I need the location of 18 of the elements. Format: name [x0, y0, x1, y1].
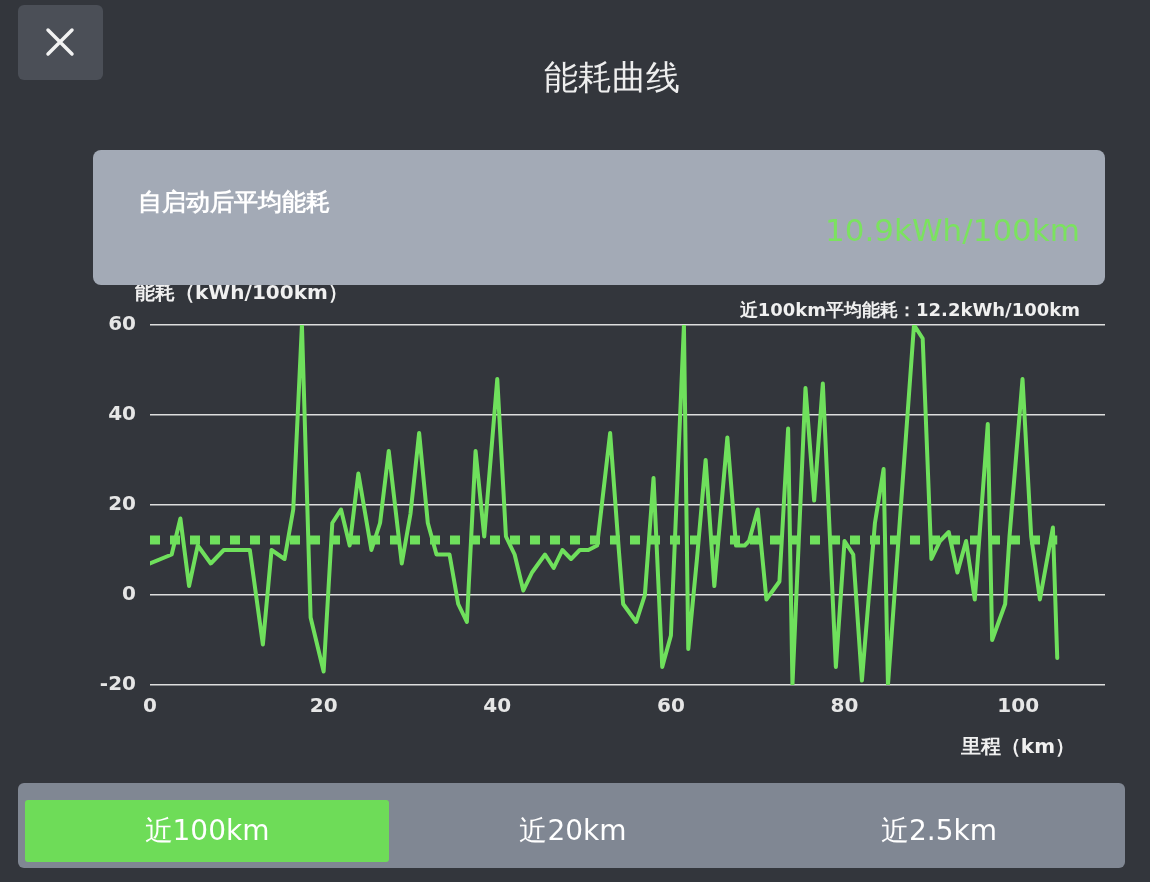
- y-tick-label: 0: [122, 581, 136, 606]
- y-tick-label: 60: [108, 311, 136, 336]
- x-axis-title: 里程（km）: [960, 733, 1075, 760]
- text: 近20km: [518, 813, 628, 849]
- y-tick-label: 20: [108, 491, 136, 516]
- x-tick-label: 0: [143, 693, 157, 718]
- x-tick-label: 40: [483, 693, 512, 718]
- x-tick-label: 80: [830, 693, 859, 718]
- text: 10.9kWh/100km: [824, 212, 1080, 248]
- text: 近100km平均能耗：12.2kWh/100km: [739, 298, 1080, 322]
- y-tick-label: 40: [108, 401, 136, 426]
- x-tick-label: 20: [309, 693, 338, 718]
- x-tick-label: 60: [656, 693, 685, 718]
- chart-title: 能耗曲线: [543, 56, 681, 98]
- text: 自启动后平均能耗: [138, 187, 330, 218]
- y-tick-label: -20: [99, 671, 136, 696]
- x-tick-label: 100: [997, 693, 1040, 718]
- text: 近2.5km: [880, 813, 998, 849]
